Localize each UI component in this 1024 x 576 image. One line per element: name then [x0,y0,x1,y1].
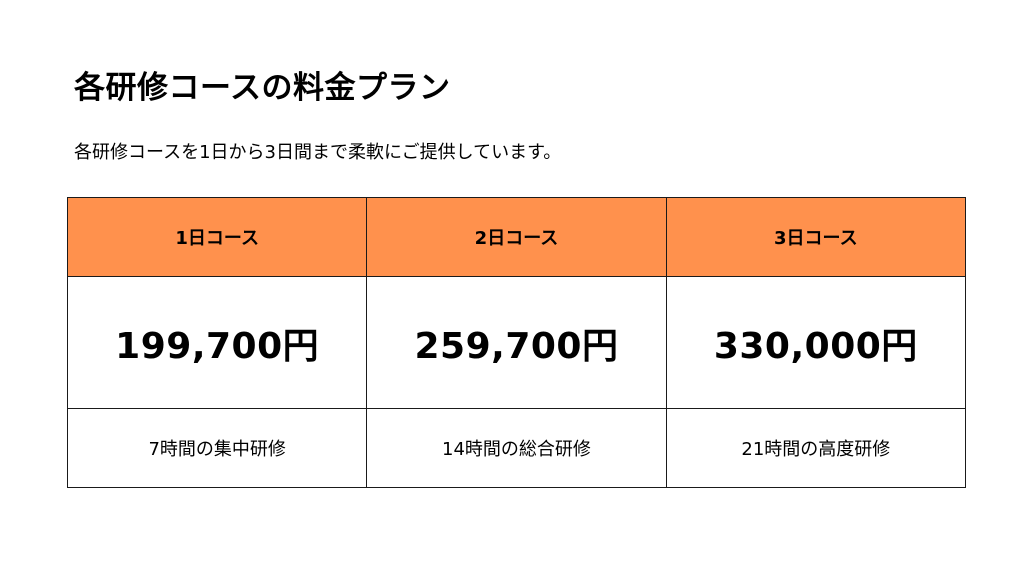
course-price-1day: 199,700円 [66,276,368,409]
pricing-header-row: 1日コース 2日コース 3日コース [66,197,967,277]
page-title: 各研修コースの料金プラン [74,70,451,106]
course-description-1day: 7時間の集中研修 [66,408,368,488]
course-name-1day: 1日コース [66,197,368,277]
course-name-3day: 3日コース [665,197,967,277]
course-description-2day: 14時間の総合研修 [366,408,667,488]
page-subtitle: 各研修コースを1日から3日間まで柔軟にご提供しています。 [74,142,562,163]
course-description-3day: 21時間の高度研修 [665,408,967,488]
course-name-2day: 2日コース [366,197,667,277]
course-price-2day: 259,700円 [366,276,667,409]
pricing-description-row: 7時間の集中研修 14時間の総合研修 21時間の高度研修 [66,408,967,488]
course-price-3day: 330,000円 [665,276,967,409]
pricing-table: 1日コース 2日コース 3日コース 199,700円 259,700円 330,… [66,197,967,488]
pricing-price-row: 199,700円 259,700円 330,000円 [66,276,967,409]
